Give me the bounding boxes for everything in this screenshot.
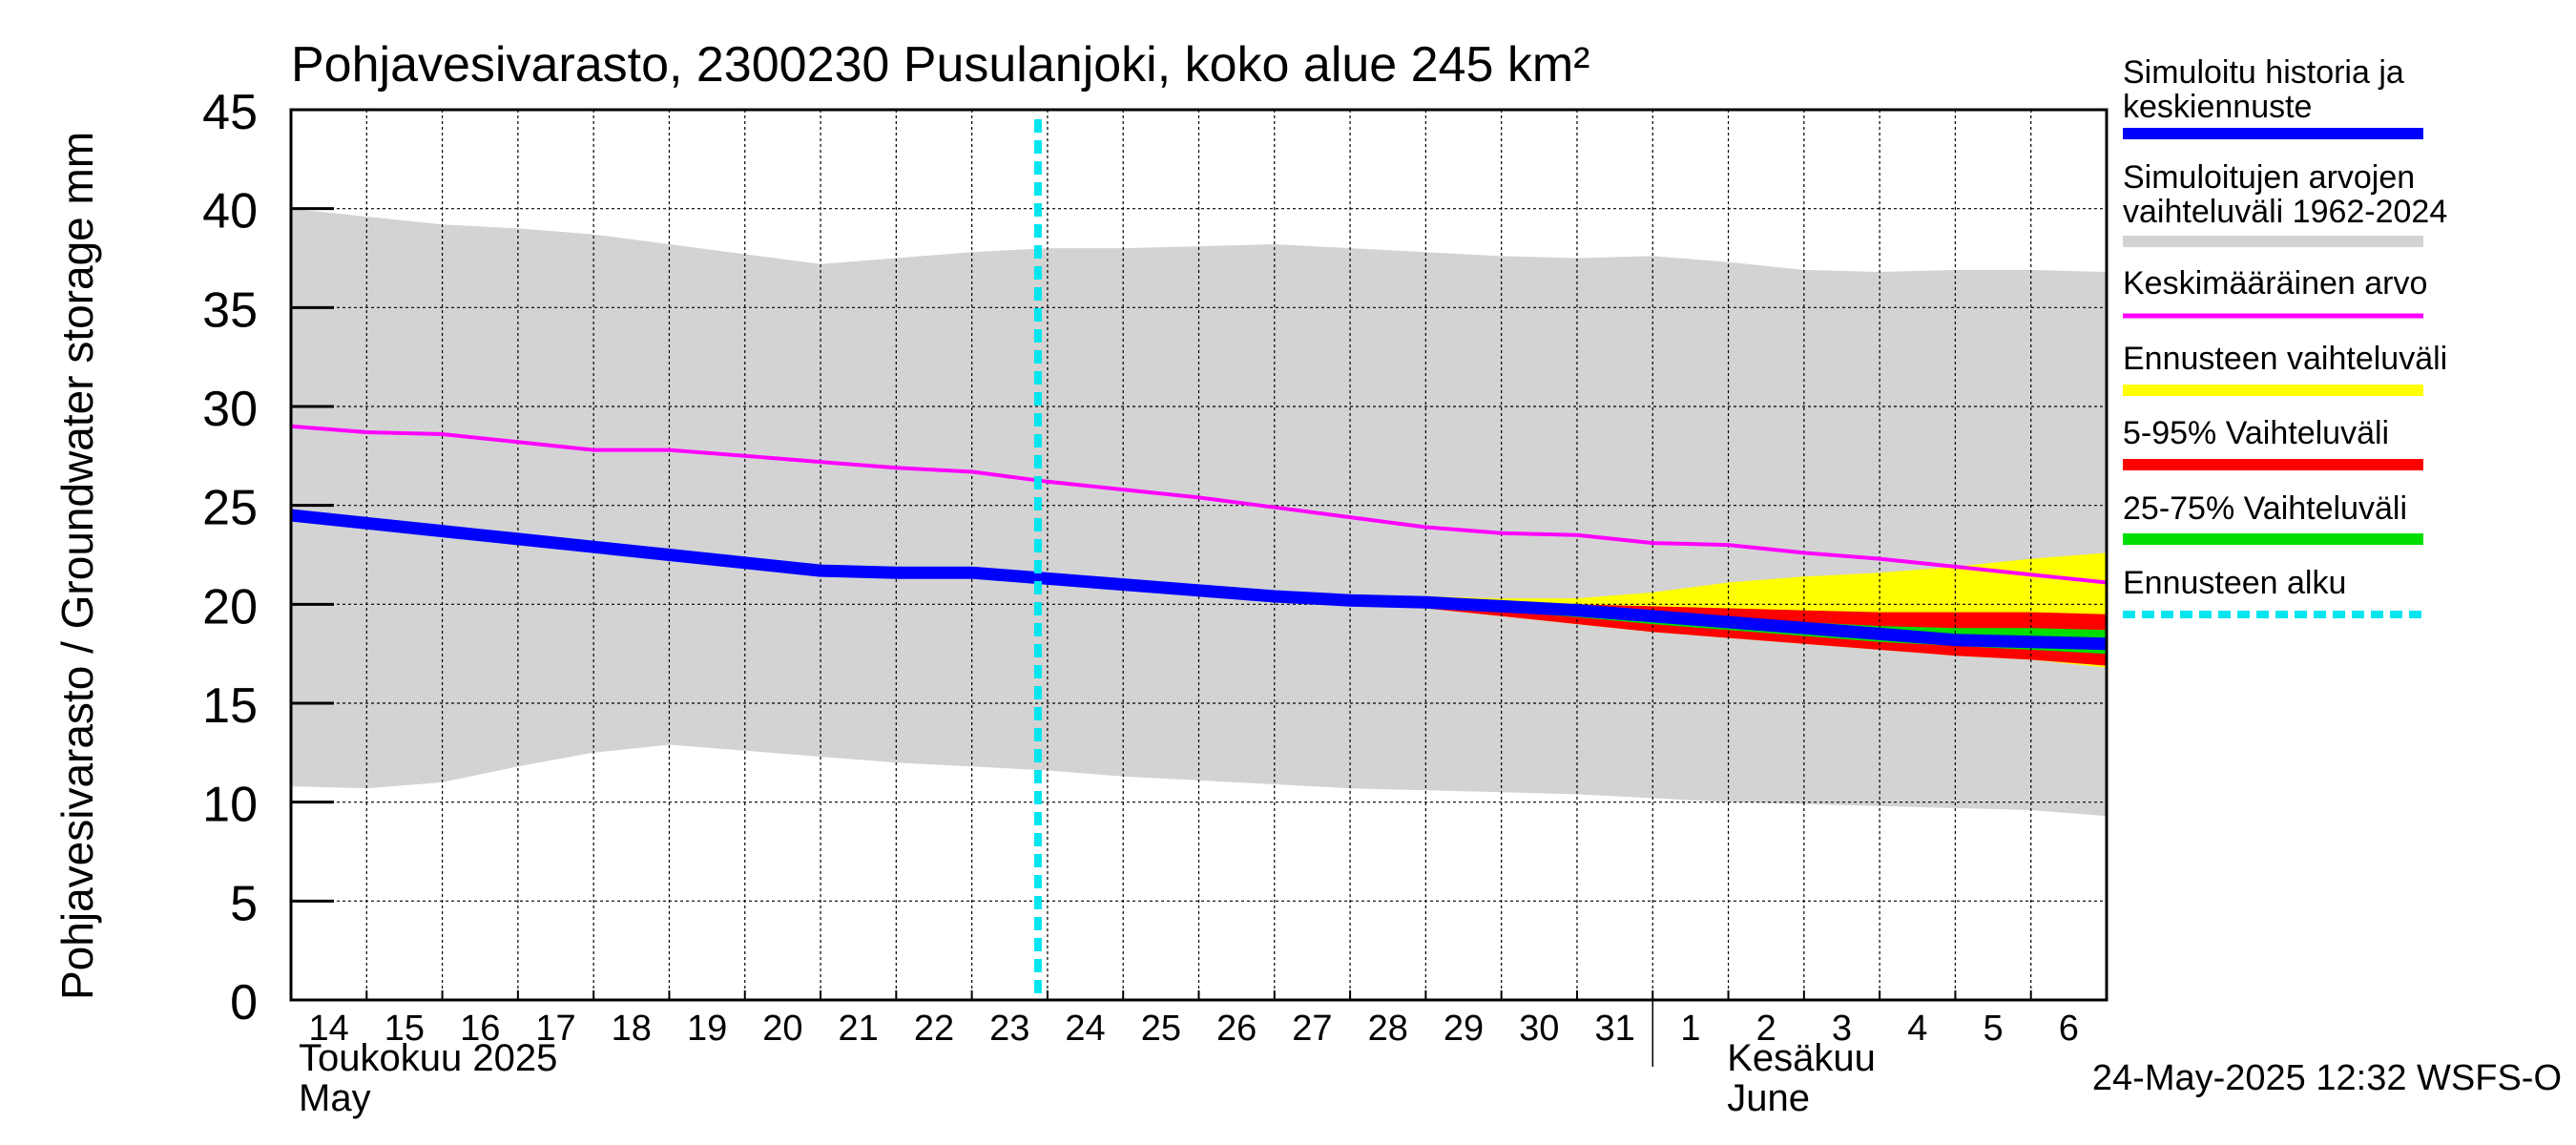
x-day-label: 27 [1292, 1009, 1332, 1049]
x-day-label: 18 [612, 1009, 652, 1049]
x-day-label: 15 [384, 1009, 425, 1049]
y-tick-label: 45 [202, 85, 258, 140]
x-day-label: 2 [1756, 1009, 1776, 1049]
y-tick-label: 40 [202, 184, 258, 239]
x-day-label: 26 [1216, 1009, 1257, 1049]
x-day-label: 3 [1832, 1009, 1852, 1049]
legend-label: Keskimääräinen arvo [2123, 265, 2427, 302]
x-day-label: 5 [1983, 1009, 2003, 1049]
x-day-label: 20 [762, 1009, 802, 1049]
month-label-fi: Toukokuu 2025 [299, 1037, 557, 1079]
plot-area [290, 109, 2108, 1000]
x-day-label: 19 [687, 1009, 727, 1049]
month-label-en: May [299, 1077, 371, 1119]
x-day-label: 6 [2059, 1009, 2079, 1049]
x-day-label: 25 [1141, 1009, 1181, 1049]
footer-timestamp: 24-May-2025 12:32 WSFS-O [2092, 1058, 2562, 1098]
legend-label: 5-95% Vaihteluväli [2123, 415, 2389, 451]
month-label-fi: Kesäkuu [1727, 1037, 1876, 1079]
series-line-mean [290, 424, 2108, 585]
legend-label: Ennusteen vaihteluväli [2123, 341, 2447, 377]
x-day-label: 23 [989, 1009, 1029, 1049]
month-label-en: June [1727, 1077, 1810, 1119]
series-line-simulated [290, 509, 2108, 651]
y-tick-label: 0 [230, 975, 258, 1030]
y-tick-label: 10 [202, 778, 258, 833]
x-day-label: 17 [535, 1009, 575, 1049]
y-axis-label: Pohjavesivarasto / Groundwater storage m… [52, 132, 102, 1000]
legend-label: 25-75% Vaihteluväli [2123, 490, 2407, 527]
x-day-label: 4 [1907, 1009, 1927, 1049]
legend-label: Simuloitu historia ja keskiennuste [2123, 54, 2404, 125]
legend: Simuloitu historia ja keskiennuste Simuloi… [2123, 54, 2447, 618]
legend-label: Ennusteen alku [2123, 565, 2346, 601]
x-day-label: 31 [1594, 1009, 1634, 1049]
x-day-label: 21 [839, 1009, 879, 1049]
x-day-label: 1 [1680, 1009, 1700, 1049]
y-tick-label: 20 [202, 579, 258, 635]
y-tick-label: 5 [230, 876, 258, 931]
x-day-label: 16 [460, 1009, 500, 1049]
y-tick-label: 15 [202, 678, 258, 734]
x-day-label: 30 [1519, 1009, 1559, 1049]
chart-title: Pohjavesivarasto, 2300230 Pusulanjoki, k… [291, 37, 1590, 93]
x-day-label: 29 [1444, 1009, 1484, 1049]
x-day-label: 22 [914, 1009, 954, 1049]
x-day-label: 24 [1065, 1009, 1105, 1049]
series-band-5-95 [1274, 594, 2107, 666]
y-tick-label: 35 [202, 282, 258, 338]
x-day-label: 28 [1368, 1009, 1408, 1049]
legend-label: Simuloitujen arvojen vaihteluväli 1962-20… [2123, 159, 2447, 230]
x-day-label: 14 [309, 1009, 349, 1049]
y-tick-label: 30 [202, 382, 258, 437]
y-tick-label: 25 [202, 481, 258, 536]
